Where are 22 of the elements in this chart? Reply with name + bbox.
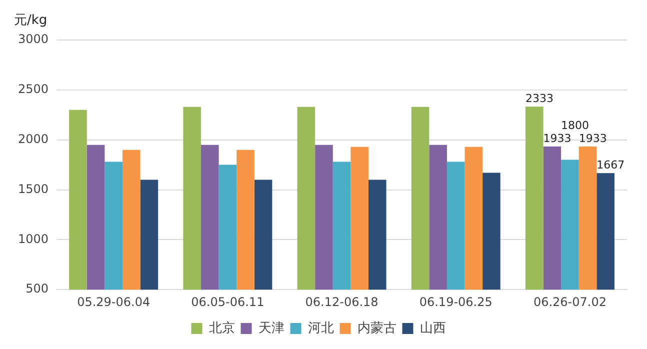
y-tick-label: 500: [26, 282, 49, 296]
x-tick-label: 06.19-06.25: [419, 294, 492, 309]
data-label: 2333: [525, 92, 554, 105]
x-tick-label: 06.05-06.11: [191, 294, 264, 309]
data-label: 1933: [543, 132, 572, 145]
y-tick-label: 3000: [18, 32, 49, 46]
data-label: 1800: [561, 118, 590, 132]
legend-label: 天津: [258, 320, 284, 336]
y-tick-label: 1500: [18, 182, 49, 196]
x-tick-label: 05.29-06.04: [77, 294, 150, 309]
y-tick-label: 2000: [18, 132, 49, 146]
data-label: 1667: [596, 158, 625, 172]
legend-label: 北京: [208, 320, 235, 336]
data-label: 1933: [578, 132, 607, 145]
y-tick-label: 2500: [18, 82, 49, 96]
legend-label: 山西: [420, 320, 446, 336]
legend-label: 内蒙古: [357, 320, 396, 336]
y-tick-label: 1000: [18, 232, 49, 246]
x-tick-label: 06.26-07.02: [533, 294, 606, 309]
y-axis-title: 元/kg: [14, 13, 48, 28]
legend-label: 河北: [308, 320, 334, 336]
x-tick-label: 06.12-06.18: [305, 294, 378, 309]
